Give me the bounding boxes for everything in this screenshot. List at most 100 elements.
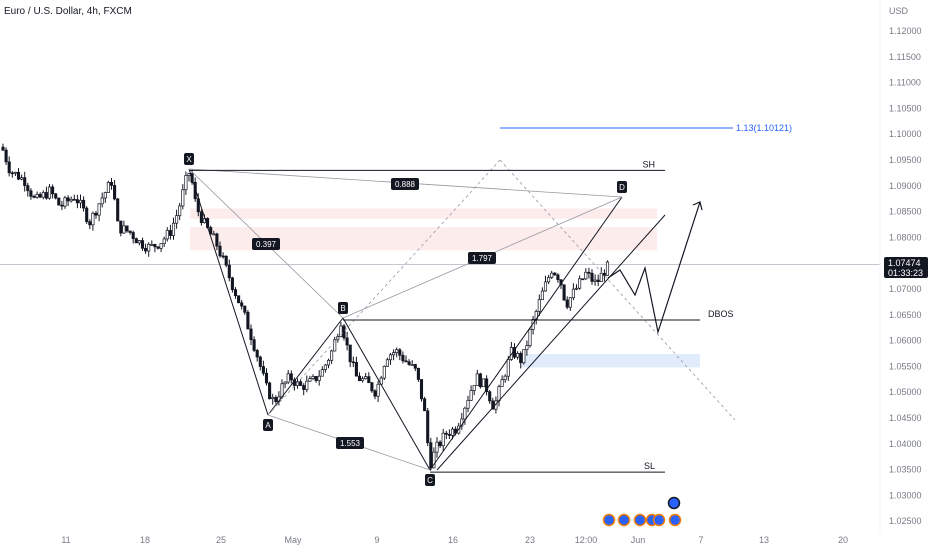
candle-down (199, 211, 203, 224)
candle-down (1, 146, 5, 151)
candle-up (537, 299, 541, 312)
candle-down (438, 441, 442, 447)
candle-up (450, 428, 455, 436)
candle-down (491, 400, 495, 410)
x-tick-label: 13 (759, 535, 769, 545)
candle-down (268, 382, 272, 400)
candle-down (488, 391, 492, 402)
candle-up (481, 378, 486, 388)
candle-up (578, 278, 582, 289)
candle-up (35, 193, 39, 198)
candle-up (137, 240, 141, 244)
point-badge-c (425, 474, 435, 486)
candle-up (435, 441, 439, 453)
economic-event-icon (667, 496, 681, 510)
candle-up (543, 281, 548, 292)
candle-down (134, 238, 138, 244)
candle-up (311, 376, 315, 380)
candle-up (122, 225, 126, 234)
x-tick-label: 20 (838, 535, 848, 545)
candle-down (246, 311, 250, 330)
candle-up (280, 383, 284, 398)
candle-down (94, 212, 98, 216)
candle-down (66, 197, 70, 202)
candle-down (587, 271, 591, 274)
x-tick-label: 18 (140, 535, 150, 545)
candle-up (187, 173, 191, 176)
candle-down (444, 432, 448, 435)
candle-up (323, 364, 327, 370)
candle-up (150, 243, 154, 246)
point-label-b: B (340, 304, 345, 313)
last-price: 1.07474 (888, 258, 921, 268)
economic-event-icon (602, 513, 616, 527)
bc-leg (342, 317, 431, 471)
y-tick-label: 1.06000 (889, 336, 922, 346)
y-tick-label: 1.08500 (889, 207, 922, 217)
candle-up (395, 349, 399, 353)
economic-event-icon (633, 513, 647, 527)
candle-up (525, 345, 529, 350)
candle-up (599, 272, 603, 282)
candle-down (144, 247, 148, 252)
candle-up (103, 192, 107, 199)
candle-down (302, 385, 306, 390)
candle-up (376, 383, 380, 397)
candle-down (125, 225, 129, 232)
candle-up (568, 297, 572, 308)
candle-down (342, 325, 346, 339)
candle-up (184, 175, 188, 191)
candle-down (227, 264, 231, 279)
candle-up (593, 279, 597, 282)
y-tick-label: 1.02500 (889, 516, 922, 526)
candle-down (60, 204, 64, 207)
candle-up (382, 365, 386, 379)
candle-down (274, 397, 278, 402)
candle-up (497, 386, 501, 402)
y-tick-label: 1.12000 (889, 26, 922, 36)
candle-up (212, 233, 216, 236)
candle-up (47, 186, 52, 199)
candle-up (500, 379, 504, 387)
ratio-label: 0.888 (395, 180, 416, 189)
candle-down (255, 350, 259, 358)
level-label-dbos: DBOS (708, 309, 734, 319)
point-label-a: A (265, 421, 271, 430)
candle-down (54, 193, 58, 199)
candle-down (88, 221, 92, 226)
candle-down (357, 375, 362, 382)
economic-event-icon (668, 513, 682, 527)
candle-down (116, 198, 120, 222)
y-tick-label: 1.11000 (889, 78, 921, 88)
candle-down (233, 289, 238, 297)
candle-up (330, 350, 334, 361)
candle-up (466, 399, 470, 409)
ratio-badge (336, 437, 364, 449)
candle-up (385, 359, 389, 367)
candle-up (286, 373, 290, 383)
candle-down (485, 378, 489, 393)
candle-down (230, 277, 234, 290)
y-tick-label: 1.03500 (889, 465, 922, 475)
candle-down (426, 410, 430, 444)
candle-down (562, 284, 566, 301)
candle-down (398, 349, 402, 356)
candle-up (339, 325, 343, 337)
y-tick-label: 1.09500 (889, 155, 922, 165)
candle-down (401, 354, 405, 362)
x-tick-label: 23 (525, 535, 535, 545)
candle-up (432, 451, 436, 469)
candle-down (75, 199, 79, 204)
candle-up (463, 407, 467, 420)
xa-leg (188, 168, 269, 416)
bar-countdown: 01:33:23 (888, 268, 924, 278)
y-tick-label: 1.04500 (889, 413, 922, 423)
x-tick-label: 7 (698, 535, 703, 545)
x-tick-label: 25 (216, 535, 226, 545)
candle-up (472, 385, 476, 391)
candle-down (29, 190, 33, 197)
economic-event-icon (617, 513, 631, 527)
y-tick-label: 1.10000 (889, 129, 922, 139)
